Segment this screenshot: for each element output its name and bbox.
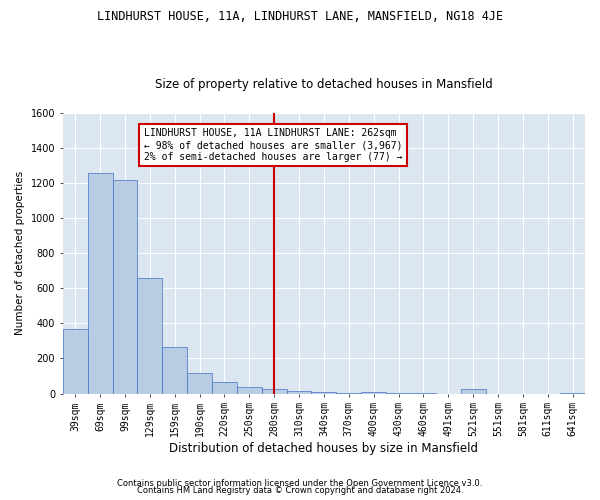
- Bar: [187, 374, 212, 394]
- Text: LINDHURST HOUSE, 11A, LINDHURST LANE, MANSFIELD, NG18 4JE: LINDHURST HOUSE, 11A, LINDHURST LANE, MA…: [97, 10, 503, 23]
- Bar: [311, 392, 337, 394]
- Text: LINDHURST HOUSE, 11A LINDHURST LANE: 262sqm
← 98% of detached houses are smaller: LINDHURST HOUSE, 11A LINDHURST LANE: 262…: [144, 128, 402, 162]
- Bar: [262, 389, 287, 394]
- Bar: [212, 382, 237, 394]
- Y-axis label: Number of detached properties: Number of detached properties: [15, 171, 25, 336]
- Bar: [113, 180, 137, 394]
- Bar: [88, 172, 113, 394]
- Bar: [137, 278, 162, 394]
- Bar: [337, 392, 361, 394]
- Bar: [461, 388, 485, 394]
- Bar: [237, 388, 262, 394]
- Bar: [287, 391, 311, 394]
- Bar: [162, 347, 187, 394]
- Text: Contains public sector information licensed under the Open Government Licence v3: Contains public sector information licen…: [118, 478, 482, 488]
- Title: Size of property relative to detached houses in Mansfield: Size of property relative to detached ho…: [155, 78, 493, 91]
- Text: Contains HM Land Registry data © Crown copyright and database right 2024.: Contains HM Land Registry data © Crown c…: [137, 486, 463, 495]
- X-axis label: Distribution of detached houses by size in Mansfield: Distribution of detached houses by size …: [169, 442, 478, 455]
- Bar: [386, 393, 411, 394]
- Bar: [63, 328, 88, 394]
- Bar: [361, 392, 386, 394]
